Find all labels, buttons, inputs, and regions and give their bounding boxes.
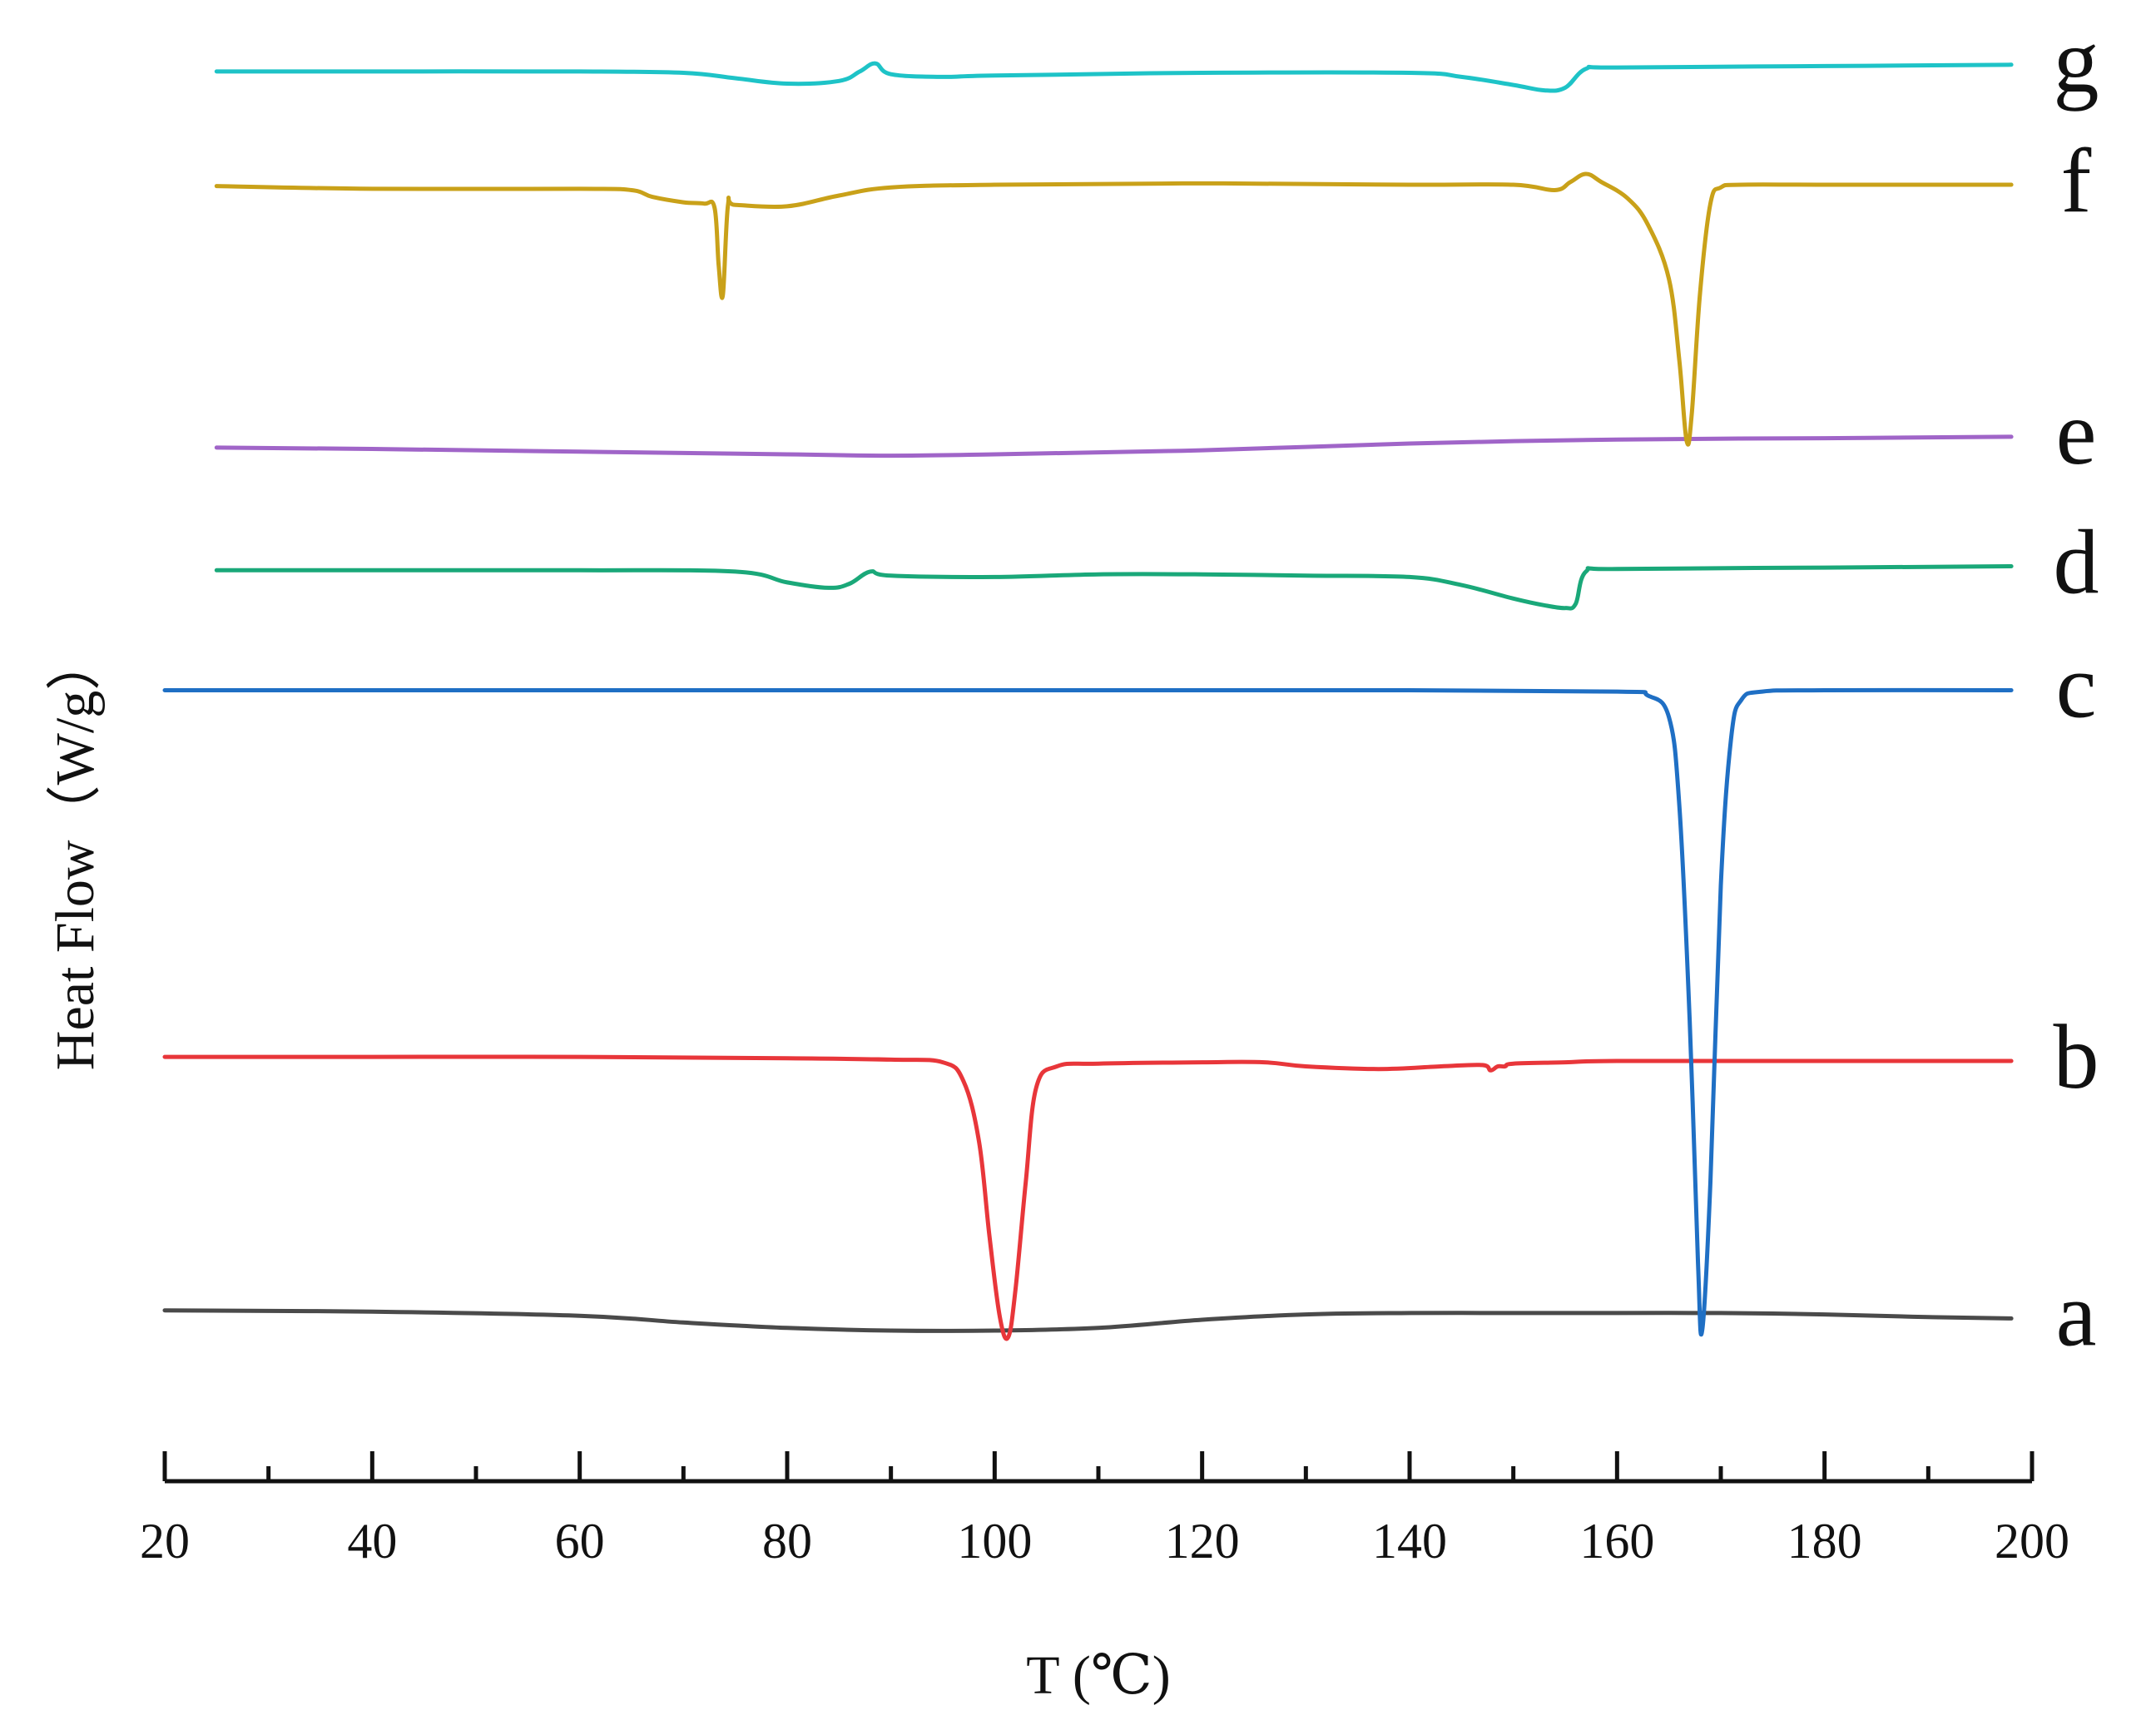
y-axis-title: Heat Flow（W/g） [45, 636, 106, 1070]
series-labels: a b cde fg [2054, 10, 2099, 1366]
series-a-line [162, 1308, 2014, 1333]
series-b-label: b [2054, 1006, 2099, 1108]
series-d-line [214, 564, 2014, 611]
x-tick-label: 160 [1579, 1514, 1654, 1569]
series-c-label: c [2056, 636, 2097, 737]
series-a-label: a [2056, 1263, 2097, 1365]
x-tick-label: 120 [1165, 1514, 1240, 1569]
series-f-label: f [2061, 130, 2092, 231]
series-d-label: d [2054, 512, 2099, 613]
x-tick-label: 40 [347, 1514, 397, 1569]
x-tick-label: 140 [1372, 1514, 1447, 1569]
x-tick-label: 80 [762, 1514, 812, 1569]
series-c-line [162, 687, 2014, 1337]
series-e-line [214, 434, 2014, 459]
x-tick-label: 60 [555, 1514, 605, 1569]
x-tick-label: 100 [957, 1514, 1032, 1569]
series-layer [162, 61, 2014, 1341]
series-e-label: e [2056, 382, 2097, 483]
series-b-line [162, 1054, 2014, 1341]
series-g-label: g [2054, 10, 2099, 112]
x-tick-label: 200 [1995, 1514, 2069, 1569]
series-g-line [214, 61, 2014, 93]
x-axis-ticks: 20 40 60 80 100 120 140 160 180 200 [140, 1451, 2069, 1569]
x-tick-label: 180 [1787, 1514, 1862, 1569]
x-tick-label: 20 [140, 1514, 190, 1569]
series-f-line [214, 171, 2014, 447]
x-axis-title: T (℃) [1026, 1645, 1170, 1706]
